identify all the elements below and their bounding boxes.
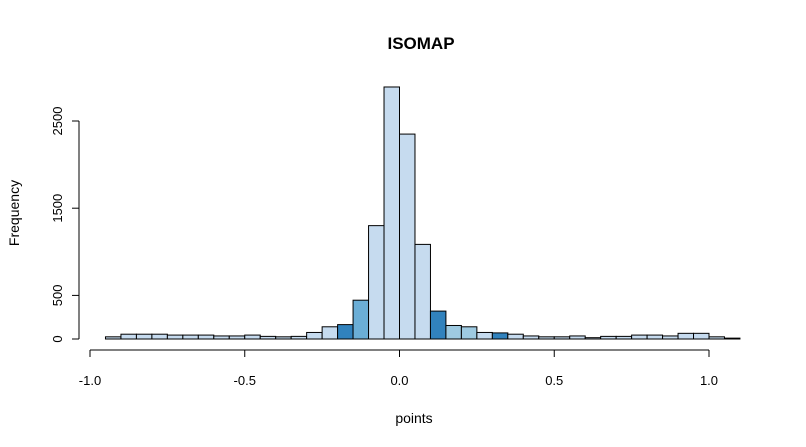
x-axis: -1.0 -0.5 0.0 0.5 1.0 [79,349,718,388]
histogram-bar-29 [553,336,571,340]
x-tick-label: 0.5 [545,373,563,388]
histogram-bar-34 [631,334,648,340]
histogram-bar-10 [259,335,277,340]
histogram-bar-33 [615,335,633,340]
histogram-bar-20 [414,243,431,340]
histogram-bar-24 [476,331,493,340]
histogram-bar-40 [723,337,741,340]
histogram-bar-13 [306,331,323,340]
histogram-bar-21 [429,310,447,340]
histogram-bar-7 [213,335,230,340]
histogram-bar-15 [337,324,354,340]
x-tick-label: -1.0 [79,373,101,388]
histogram-bar-9 [244,334,261,340]
histogram-bar-14 [321,326,339,340]
histogram-bar-5 [182,334,199,340]
x-tick-label: 0.0 [390,373,408,388]
histogram-bar-32 [600,335,617,340]
x-tick-label: -0.5 [234,373,256,388]
histogram-bar-35 [646,334,664,340]
histogram-bar-18 [383,86,400,340]
histogram-bar-11 [275,336,292,340]
y-axis: 0 500 1500 2500 [50,107,80,343]
y-tick-label: 500 [50,285,65,307]
x-axis-label: points [395,410,432,426]
histogram-bar-31 [584,337,602,340]
histogram-bar-30 [569,335,586,340]
histogram-bar-6 [197,334,215,340]
y-axis-label: Frequency [6,180,22,246]
histogram-bar-28 [538,336,555,340]
histogram-bar-19 [399,133,416,340]
x-tick-label: 1.0 [700,373,718,388]
histogram-bar-26 [507,333,524,340]
histogram-bar-8 [228,335,246,340]
histogram-bar-27 [522,335,540,340]
histogram-bar-25 [491,332,509,340]
histogram-bar-2 [135,333,153,340]
histogram-bar-36 [662,335,679,340]
chart-title: ISOMAP [387,34,454,53]
histogram-bar-4 [166,334,184,340]
histogram-bar-37 [677,332,695,340]
y-tick-label: 1500 [50,194,65,223]
histogram-bar-3 [151,333,168,340]
y-tick-label: 2500 [50,107,65,136]
histogram-bar-1 [120,333,137,340]
histogram-bar-16 [352,299,370,340]
histogram-bar-17 [368,225,385,340]
y-tick-label: 0 [50,335,65,342]
histogram-bar-23 [460,326,478,340]
histogram-bar-39 [708,336,725,340]
histogram-bar-12 [290,335,308,340]
histogram-bar-38 [693,332,710,340]
histogram-bar-22 [445,324,462,340]
histogram-bar-0 [104,336,122,340]
bars-layer [104,86,741,340]
